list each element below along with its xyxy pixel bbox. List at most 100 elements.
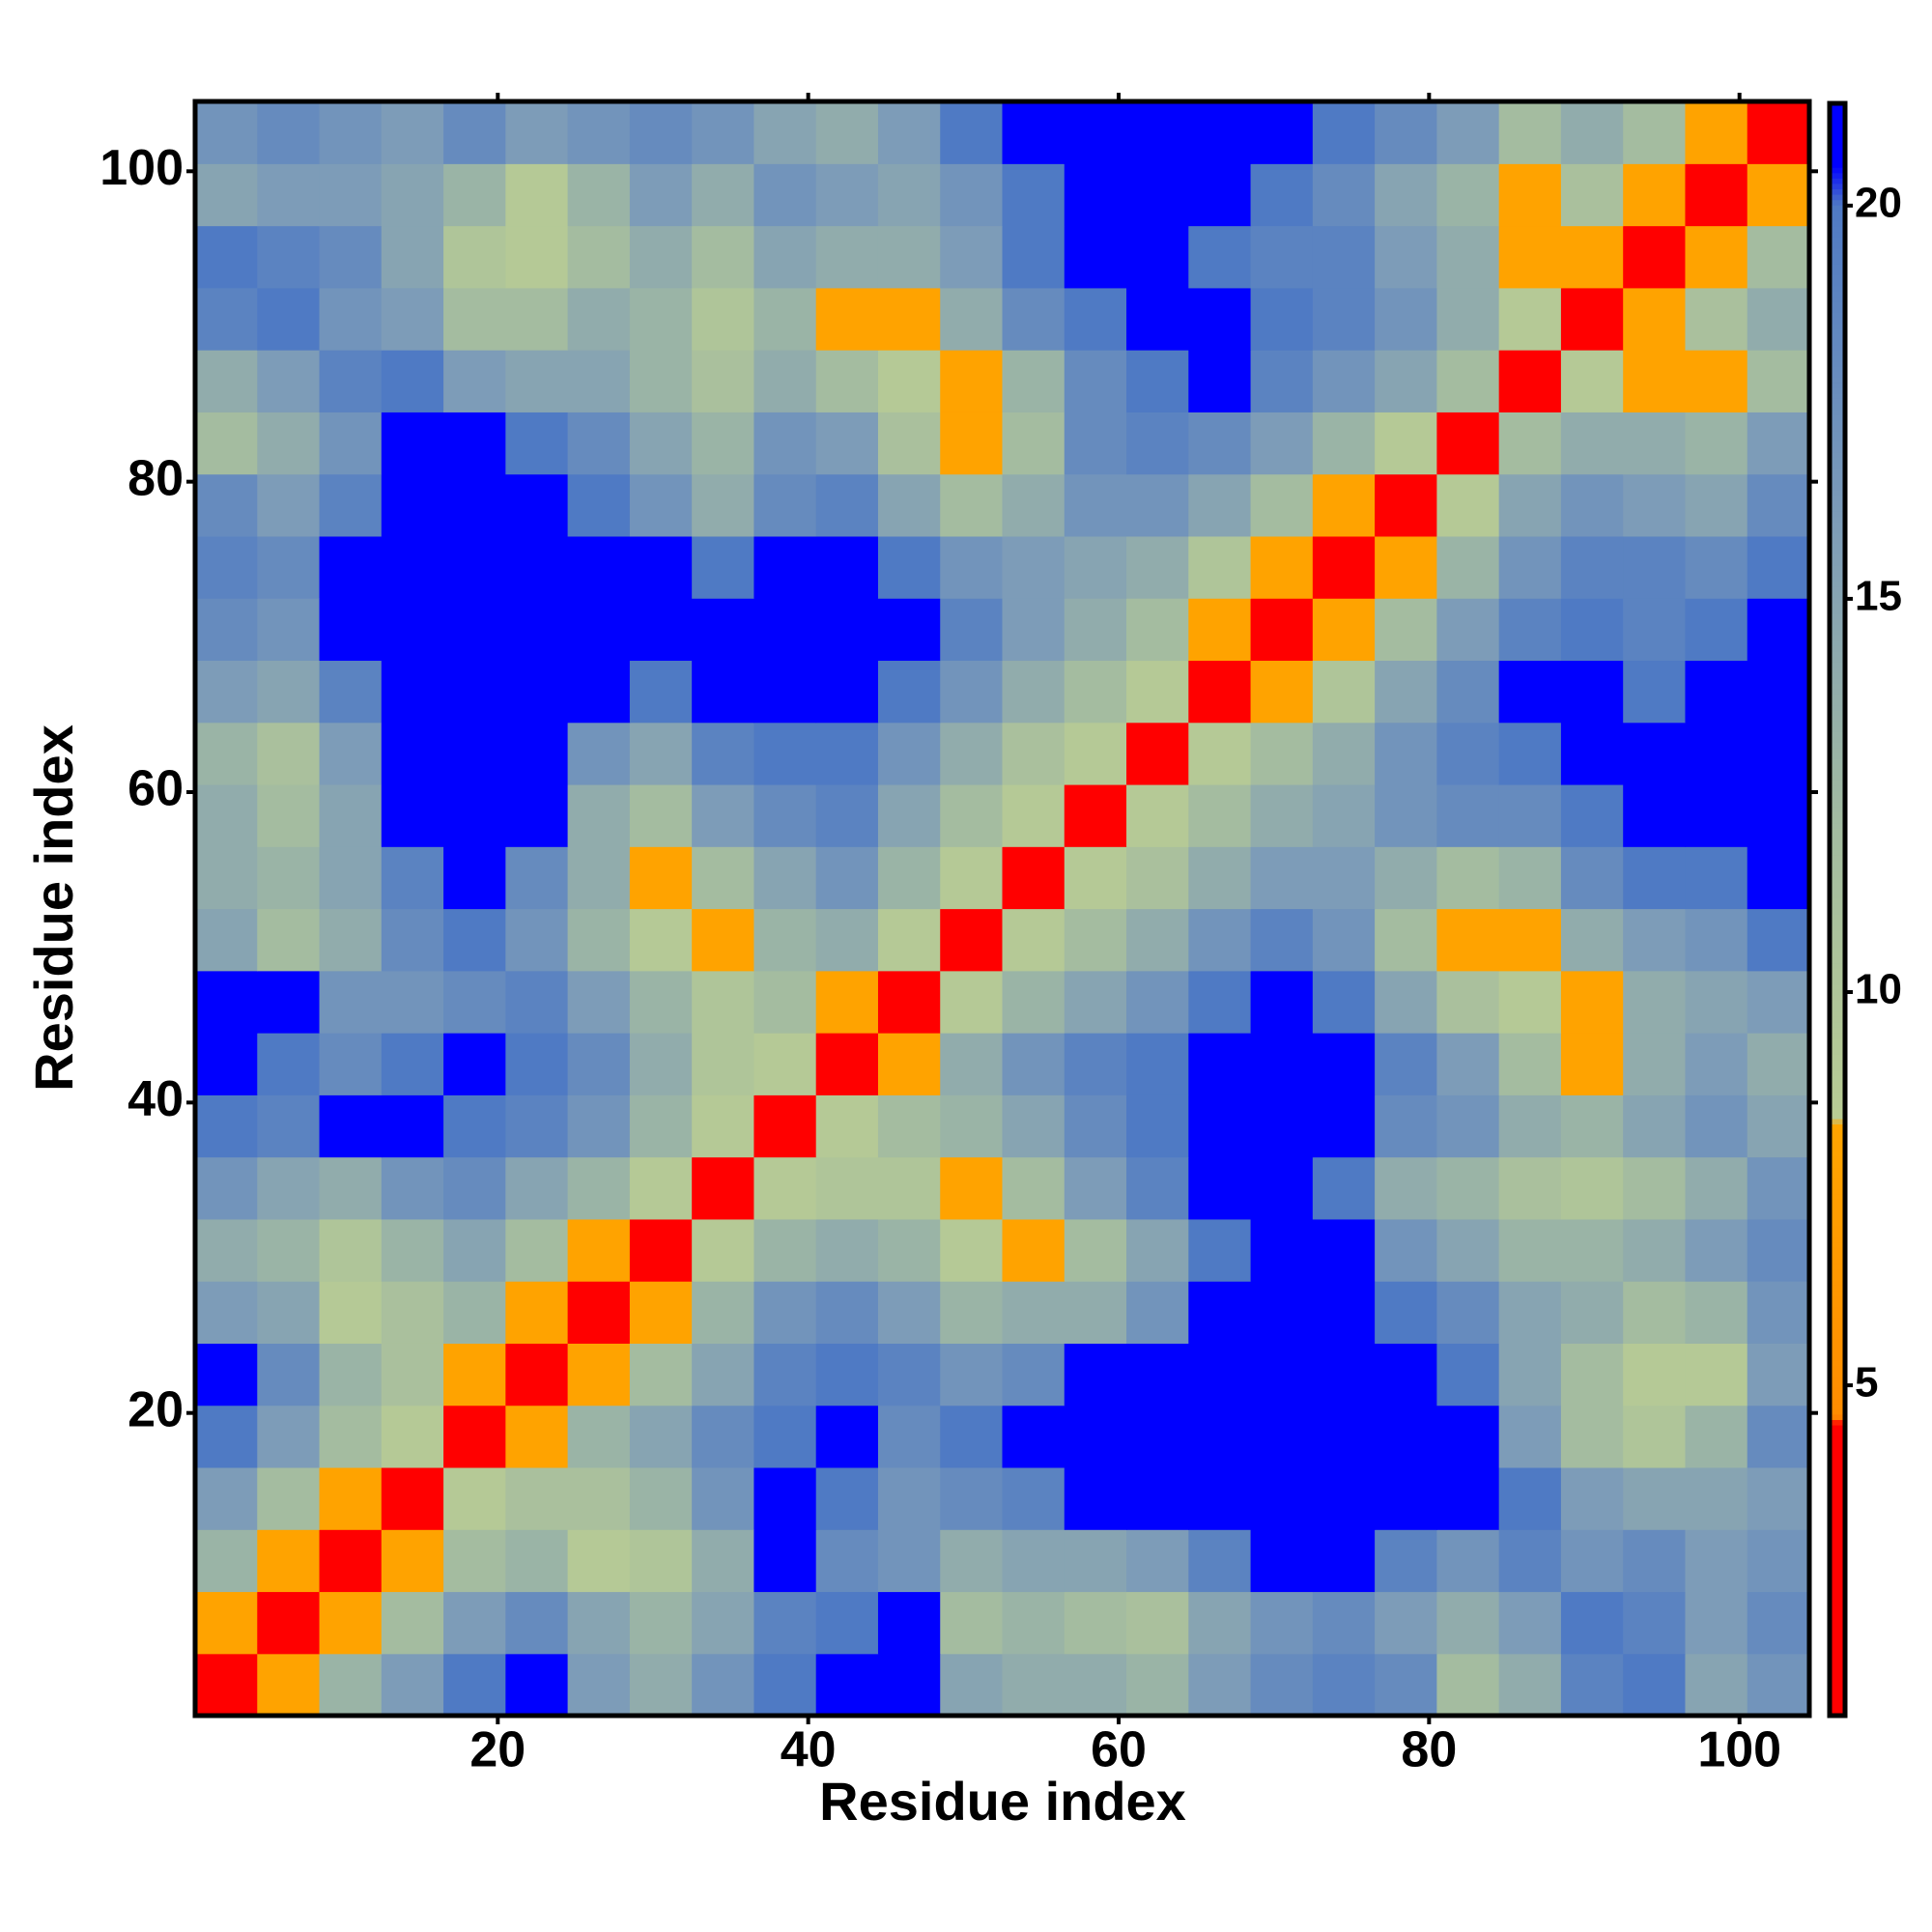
heatmap-cell	[877, 1033, 941, 1095]
heatmap-cell	[1747, 660, 1810, 724]
colorbar-segment	[1830, 624, 1845, 632]
heatmap-cell	[1498, 1529, 1562, 1593]
colorbar-segment	[1830, 1135, 1845, 1142]
x-tick-label: 80	[1401, 1722, 1457, 1778]
heatmap-cell	[1623, 660, 1687, 724]
heatmap-cell	[381, 1405, 444, 1468]
heatmap-cell	[319, 1218, 383, 1282]
colorbar-tick-label: 20	[1855, 179, 1902, 226]
heatmap-cell	[1685, 722, 1748, 785]
colorbar-segment	[1830, 140, 1845, 148]
heatmap-cell	[815, 1591, 879, 1655]
heatmap-cell	[1685, 473, 1748, 537]
heatmap-cell	[1623, 908, 1687, 972]
colorbar-segment	[1830, 425, 1845, 433]
colorbar-segment	[1830, 1087, 1845, 1094]
heatmap-cell	[877, 660, 941, 724]
heatmap-cell	[1188, 1218, 1252, 1282]
heatmap-cell	[1436, 350, 1500, 412]
colorbar-segment	[1830, 844, 1845, 852]
heatmap-cell	[1747, 908, 1810, 972]
heatmap-cell	[567, 1033, 631, 1095]
colorbar-segment	[1830, 1603, 1845, 1609]
heatmap-cell	[692, 1033, 755, 1095]
heatmap-cell	[753, 287, 817, 351]
colorbar-segment	[1830, 780, 1845, 787]
heatmap-cell	[629, 1218, 693, 1282]
colorbar-segment	[1830, 1108, 1845, 1115]
heatmap-cell	[1312, 660, 1376, 724]
heatmap-cell	[1250, 908, 1314, 972]
heatmap-cell	[877, 225, 941, 289]
heatmap-cell	[629, 908, 693, 972]
colorbar-segment	[1830, 930, 1845, 938]
heatmap-cell	[940, 908, 1004, 972]
y-tick-label: 80	[128, 450, 184, 506]
heatmap-cell	[1747, 722, 1810, 785]
colorbar-segment	[1830, 592, 1845, 599]
colorbar-segment	[1830, 834, 1845, 840]
heatmap-cell	[753, 1281, 817, 1344]
heatmap-cell	[567, 101, 631, 164]
colorbar-segment	[1830, 769, 1845, 777]
heatmap-cell	[753, 1156, 817, 1220]
colorbar-segment	[1830, 1006, 1845, 1013]
heatmap-cell	[629, 1094, 693, 1158]
heatmap-cell	[1747, 1591, 1810, 1655]
heatmap-cell	[195, 535, 258, 599]
heatmap-cell	[1126, 1156, 1189, 1220]
heatmap-cell	[443, 1653, 506, 1717]
colorbar-segment	[1830, 941, 1845, 949]
colorbar-segment	[1830, 608, 1845, 615]
heatmap-cell	[567, 163, 631, 227]
heatmap-cell	[195, 1343, 258, 1406]
colorbar-segment	[1830, 839, 1845, 846]
colorbar-segment	[1830, 743, 1845, 750]
colorbar-segment	[1830, 1205, 1845, 1211]
heatmap-cell	[940, 350, 1004, 412]
colorbar-segment	[1830, 1328, 1845, 1335]
heatmap-cell	[1685, 535, 1748, 599]
heatmap-cell	[1623, 970, 1687, 1034]
heatmap-cell	[1685, 1218, 1748, 1282]
colorbar-segment	[1830, 286, 1845, 293]
heatmap-cell	[257, 1033, 321, 1095]
heatmap-cell	[1126, 535, 1189, 599]
heatmap-cell	[1375, 225, 1437, 289]
colorbar-segment	[1830, 1054, 1845, 1062]
heatmap-cell	[257, 1281, 321, 1344]
colorbar-segment	[1830, 1441, 1845, 1448]
heatmap-cell	[1623, 350, 1687, 412]
heatmap-cell	[1747, 1343, 1810, 1406]
heatmap-cell	[1498, 908, 1562, 972]
colorbar-segment	[1830, 1645, 1845, 1653]
colorbar-segment	[1830, 1033, 1845, 1039]
heatmap-cell	[1064, 722, 1127, 785]
heatmap-cell	[1623, 1033, 1687, 1095]
heatmap-cell	[1560, 722, 1624, 785]
heatmap-cell	[1002, 1033, 1065, 1095]
heatmap-cell	[1498, 1343, 1562, 1406]
heatmap-cell	[319, 1405, 383, 1468]
colorbar-segment	[1830, 586, 1845, 594]
colorbar-segment	[1830, 1360, 1845, 1368]
heatmap-cell	[1250, 1094, 1314, 1158]
heatmap-cell	[443, 722, 506, 785]
heatmap-cell	[505, 535, 569, 599]
heatmap-cell	[815, 101, 879, 164]
heatmap-cell	[1623, 473, 1687, 537]
heatmap-cell	[1188, 350, 1252, 412]
colorbar-segment	[1830, 1280, 1845, 1287]
heatmap-cell	[1436, 1405, 1500, 1468]
heatmap-cell	[1312, 846, 1376, 910]
heatmap-cell	[505, 1591, 569, 1655]
colorbar-segment	[1830, 1307, 1845, 1314]
heatmap-cell	[257, 535, 321, 599]
heatmap-cell	[877, 1218, 941, 1282]
heatmap-cell	[1126, 225, 1189, 289]
heatmap-cell	[629, 846, 693, 910]
heatmap-cell	[1685, 350, 1748, 412]
heatmap-cell	[1126, 1281, 1189, 1344]
heatmap-cell	[1436, 1033, 1500, 1095]
heatmap-cell	[319, 473, 383, 537]
